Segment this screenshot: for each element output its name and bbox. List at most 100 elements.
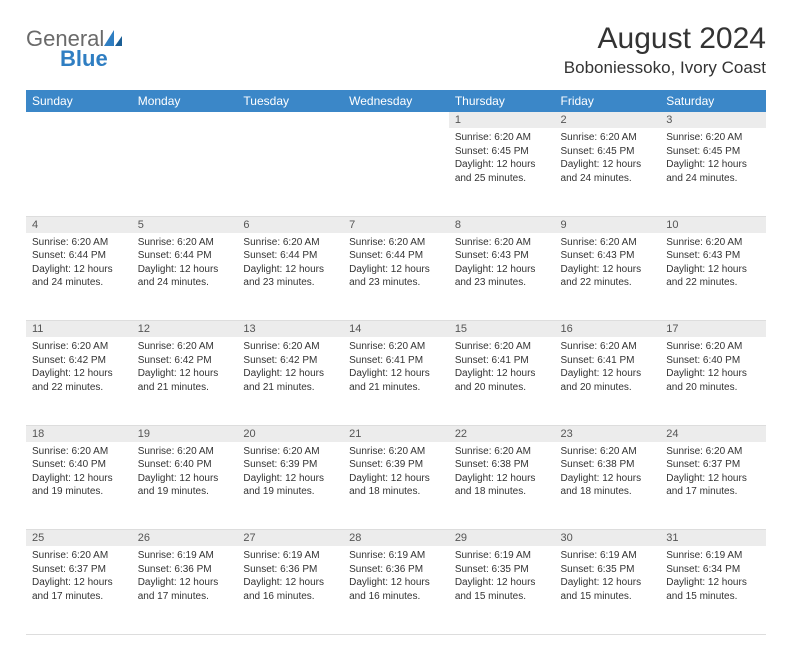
day-cell-body: Sunrise: 6:20 AMSunset: 6:45 PMDaylight:… <box>660 128 766 189</box>
day-detail-line: Sunset: 6:39 PM <box>243 458 337 472</box>
day-cell: Sunrise: 6:20 AMSunset: 6:43 PMDaylight:… <box>660 233 766 321</box>
day-cell: Sunrise: 6:20 AMSunset: 6:38 PMDaylight:… <box>449 442 555 530</box>
day-detail-line: Sunrise: 6:20 AM <box>32 445 126 459</box>
day-detail-line: Daylight: 12 hours and 19 minutes. <box>138 472 232 499</box>
day-detail-line: Sunset: 6:42 PM <box>32 354 126 368</box>
day-number: 18 <box>26 425 132 442</box>
day-number: 4 <box>26 216 132 233</box>
day-number: 7 <box>343 216 449 233</box>
day-cell: Sunrise: 6:20 AMSunset: 6:45 PMDaylight:… <box>555 128 661 216</box>
day-number: 1 <box>449 112 555 128</box>
day-cell-body: Sunrise: 6:20 AMSunset: 6:41 PMDaylight:… <box>555 337 661 398</box>
day-cell-body: Sunrise: 6:20 AMSunset: 6:42 PMDaylight:… <box>132 337 238 398</box>
day-detail-line: Sunset: 6:40 PM <box>138 458 232 472</box>
day-detail-line: Daylight: 12 hours and 15 minutes. <box>561 576 655 603</box>
day-detail-line: Daylight: 12 hours and 19 minutes. <box>32 472 126 499</box>
day-cell-body: Sunrise: 6:20 AMSunset: 6:45 PMDaylight:… <box>449 128 555 189</box>
day-cell: Sunrise: 6:20 AMSunset: 6:41 PMDaylight:… <box>555 337 661 425</box>
day-cell-body: Sunrise: 6:19 AMSunset: 6:35 PMDaylight:… <box>449 546 555 607</box>
day-number <box>26 112 132 128</box>
day-detail-line: Sunrise: 6:20 AM <box>349 236 443 250</box>
day-detail-line: Sunrise: 6:19 AM <box>561 549 655 563</box>
day-detail-line: Daylight: 12 hours and 19 minutes. <box>243 472 337 499</box>
day-detail-line: Sunset: 6:42 PM <box>138 354 232 368</box>
day-detail-line: Sunrise: 6:20 AM <box>138 340 232 354</box>
calendar-page: General Blue August 2024 Boboniessoko, I… <box>0 0 792 645</box>
day-cell-body: Sunrise: 6:20 AMSunset: 6:39 PMDaylight:… <box>343 442 449 503</box>
day-cell <box>132 128 238 216</box>
week-row: Sunrise: 6:20 AMSunset: 6:44 PMDaylight:… <box>26 233 766 321</box>
day-cell <box>237 128 343 216</box>
day-detail-line: Sunrise: 6:19 AM <box>666 549 760 563</box>
day-number <box>132 112 238 128</box>
day-cell: Sunrise: 6:20 AMSunset: 6:41 PMDaylight:… <box>343 337 449 425</box>
weekday-header: Sunday <box>26 90 132 112</box>
day-detail-line: Daylight: 12 hours and 24 minutes. <box>32 263 126 290</box>
day-cell: Sunrise: 6:20 AMSunset: 6:38 PMDaylight:… <box>555 442 661 530</box>
day-cell: Sunrise: 6:20 AMSunset: 6:40 PMDaylight:… <box>660 337 766 425</box>
day-detail-line: Sunset: 6:45 PM <box>561 145 655 159</box>
weekday-header: Thursday <box>449 90 555 112</box>
day-cell: Sunrise: 6:20 AMSunset: 6:44 PMDaylight:… <box>237 233 343 321</box>
day-cell-body: Sunrise: 6:20 AMSunset: 6:41 PMDaylight:… <box>343 337 449 398</box>
day-detail-line: Sunset: 6:38 PM <box>561 458 655 472</box>
calendar-table: SundayMondayTuesdayWednesdayThursdayFrid… <box>26 90 766 635</box>
day-number: 26 <box>132 530 238 547</box>
weekday-row: SundayMondayTuesdayWednesdayThursdayFrid… <box>26 90 766 112</box>
day-detail-line: Sunrise: 6:20 AM <box>455 340 549 354</box>
daynum-row: 11121314151617 <box>26 321 766 338</box>
day-number: 16 <box>555 321 661 338</box>
day-detail-line: Sunrise: 6:20 AM <box>32 340 126 354</box>
day-detail-line: Daylight: 12 hours and 23 minutes. <box>349 263 443 290</box>
day-detail-line: Sunrise: 6:20 AM <box>561 236 655 250</box>
day-number: 21 <box>343 425 449 442</box>
day-cell: Sunrise: 6:20 AMSunset: 6:45 PMDaylight:… <box>660 128 766 216</box>
day-detail-line: Sunrise: 6:19 AM <box>243 549 337 563</box>
day-number <box>237 112 343 128</box>
day-cell-body: Sunrise: 6:20 AMSunset: 6:43 PMDaylight:… <box>449 233 555 294</box>
day-detail-line: Daylight: 12 hours and 15 minutes. <box>666 576 760 603</box>
daynum-row: 45678910 <box>26 216 766 233</box>
day-cell-body: Sunrise: 6:20 AMSunset: 6:44 PMDaylight:… <box>343 233 449 294</box>
daynum-row: 18192021222324 <box>26 425 766 442</box>
day-number: 10 <box>660 216 766 233</box>
title-block: August 2024 Boboniessoko, Ivory Coast <box>564 22 766 78</box>
week-row: Sunrise: 6:20 AMSunset: 6:37 PMDaylight:… <box>26 546 766 634</box>
day-detail-line: Sunset: 6:36 PM <box>349 563 443 577</box>
day-detail-line: Daylight: 12 hours and 21 minutes. <box>349 367 443 394</box>
day-cell: Sunrise: 6:19 AMSunset: 6:36 PMDaylight:… <box>343 546 449 634</box>
day-cell: Sunrise: 6:20 AMSunset: 6:39 PMDaylight:… <box>343 442 449 530</box>
day-detail-line: Daylight: 12 hours and 17 minutes. <box>138 576 232 603</box>
day-detail-line: Daylight: 12 hours and 24 minutes. <box>561 158 655 185</box>
day-number: 13 <box>237 321 343 338</box>
day-number: 11 <box>26 321 132 338</box>
day-cell-body: Sunrise: 6:19 AMSunset: 6:36 PMDaylight:… <box>132 546 238 607</box>
day-detail-line: Sunrise: 6:20 AM <box>666 236 760 250</box>
day-number: 2 <box>555 112 661 128</box>
day-detail-line: Daylight: 12 hours and 17 minutes. <box>32 576 126 603</box>
day-cell-body: Sunrise: 6:20 AMSunset: 6:40 PMDaylight:… <box>26 442 132 503</box>
calendar-head: SundayMondayTuesdayWednesdayThursdayFrid… <box>26 90 766 112</box>
day-detail-line: Daylight: 12 hours and 18 minutes. <box>349 472 443 499</box>
day-detail-line: Daylight: 12 hours and 16 minutes. <box>349 576 443 603</box>
day-number: 31 <box>660 530 766 547</box>
day-cell-body: Sunrise: 6:20 AMSunset: 6:40 PMDaylight:… <box>660 337 766 398</box>
day-detail-line: Sunset: 6:37 PM <box>666 458 760 472</box>
day-number: 6 <box>237 216 343 233</box>
day-number: 17 <box>660 321 766 338</box>
day-cell-body: Sunrise: 6:20 AMSunset: 6:42 PMDaylight:… <box>237 337 343 398</box>
day-detail-line: Sunrise: 6:19 AM <box>455 549 549 563</box>
weekday-header: Tuesday <box>237 90 343 112</box>
day-cell-body <box>237 128 343 135</box>
day-cell: Sunrise: 6:20 AMSunset: 6:42 PMDaylight:… <box>237 337 343 425</box>
day-number <box>343 112 449 128</box>
day-detail-line: Daylight: 12 hours and 22 minutes. <box>561 263 655 290</box>
day-cell-body: Sunrise: 6:20 AMSunset: 6:38 PMDaylight:… <box>555 442 661 503</box>
day-detail-line: Sunset: 6:43 PM <box>666 249 760 263</box>
day-cell-body: Sunrise: 6:20 AMSunset: 6:38 PMDaylight:… <box>449 442 555 503</box>
day-cell: Sunrise: 6:20 AMSunset: 6:43 PMDaylight:… <box>449 233 555 321</box>
day-cell: Sunrise: 6:19 AMSunset: 6:36 PMDaylight:… <box>237 546 343 634</box>
day-cell <box>343 128 449 216</box>
day-detail-line: Sunset: 6:40 PM <box>32 458 126 472</box>
day-detail-line: Sunrise: 6:20 AM <box>32 236 126 250</box>
